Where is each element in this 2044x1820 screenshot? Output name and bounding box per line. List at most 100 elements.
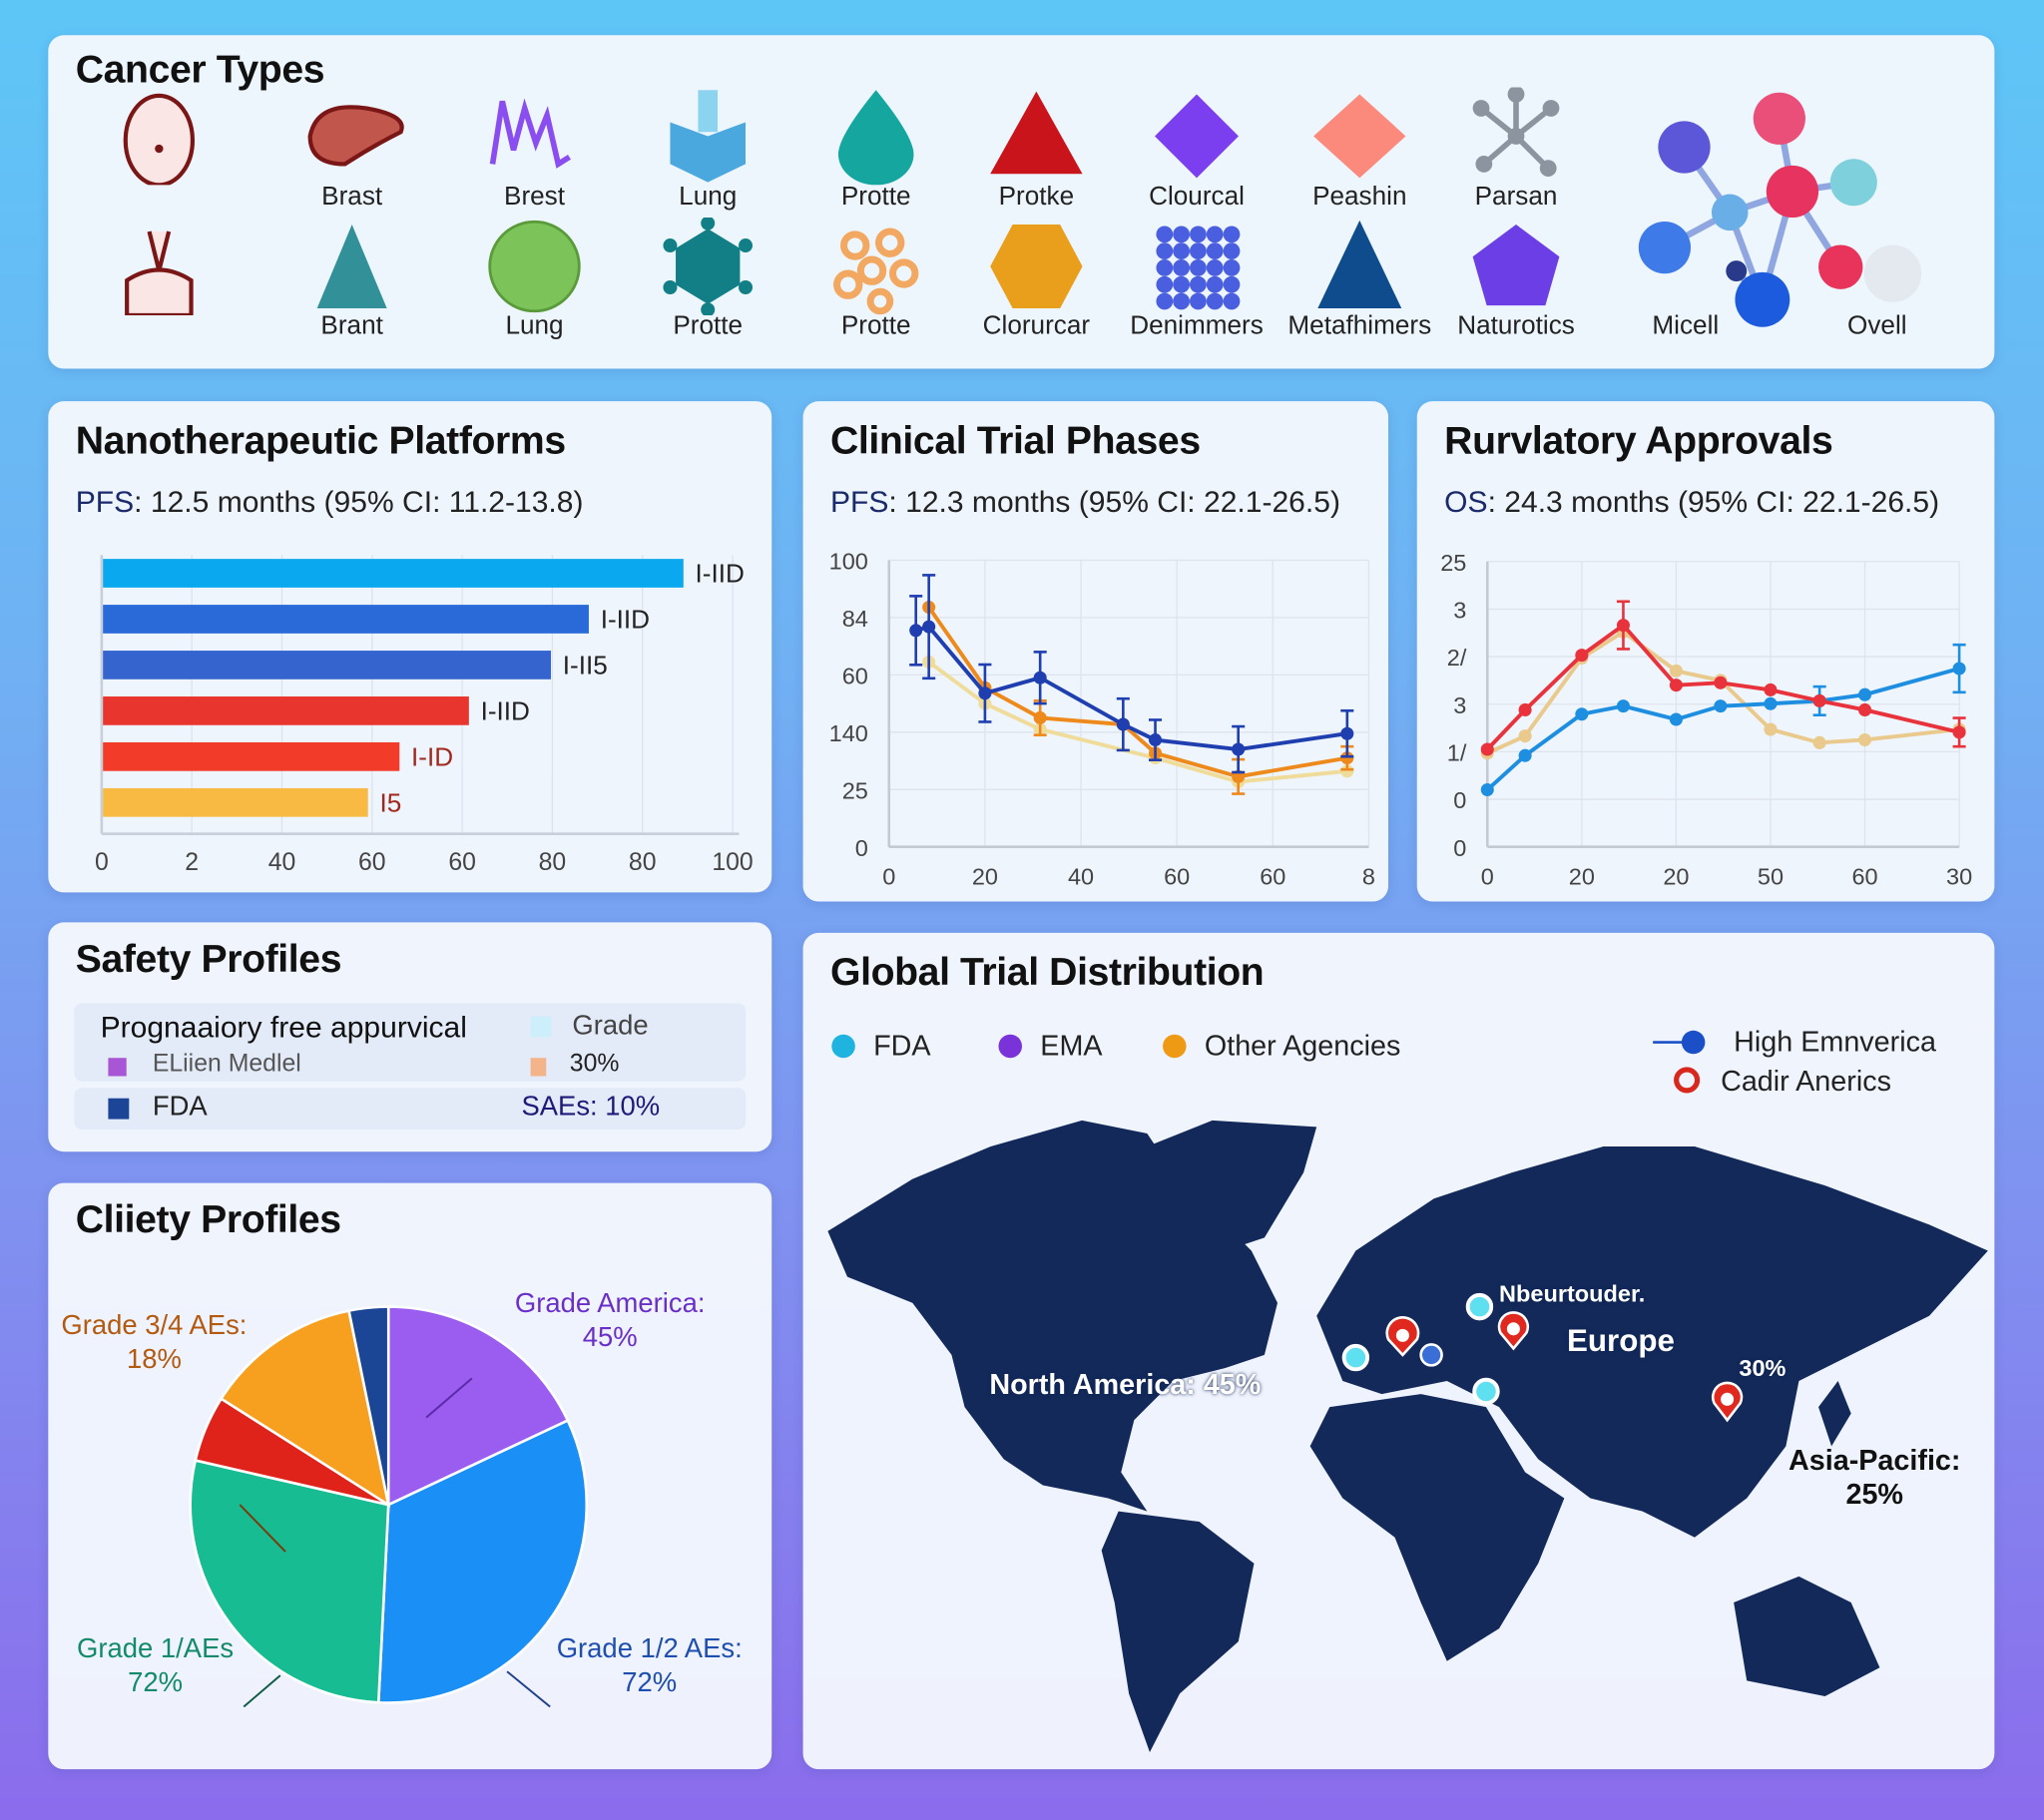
pie-leader-line: [239, 1504, 286, 1553]
x-tick-label: 0: [1481, 864, 1494, 890]
continent-australia: [1734, 1576, 1880, 1697]
series-line: [1485, 667, 1960, 791]
x-tick-label: 80: [539, 849, 567, 876]
data-point: [1812, 735, 1826, 749]
data-point: [1033, 671, 1047, 684]
pie-slice: [347, 1305, 390, 1506]
cancer-type-label: Protte: [840, 311, 911, 340]
regulatory-metric: OS: [1444, 484, 1488, 519]
world-map: [827, 1120, 1988, 1753]
data-point: [1033, 710, 1047, 724]
clinical-title: Clinical Trial Phases: [829, 419, 1201, 463]
clinical-metric: PFS: [829, 484, 889, 519]
data-point: [1669, 712, 1683, 726]
safety-profiles-panel: Safety Profiles Prognaaiory free appurvi…: [48, 922, 772, 1152]
map-markers: [1341, 1292, 1744, 1423]
data-point: [1232, 742, 1246, 756]
safety-row-3-left: FDA: [152, 1092, 208, 1123]
data-point: [1764, 696, 1778, 710]
data-point: [1952, 725, 1966, 739]
y-tick-label: 2/: [1447, 645, 1467, 671]
triangle-icon: [1310, 218, 1408, 321]
waveform-icon: [486, 87, 584, 191]
pie-label-value: 72%: [622, 1667, 678, 1698]
bar: [103, 605, 589, 634]
y-tick-label: 3: [1453, 692, 1466, 718]
bar: [103, 787, 368, 817]
bar: [103, 559, 684, 588]
ema-marker: [1419, 1343, 1443, 1367]
data-point: [1812, 693, 1826, 707]
regulatory-approvals-panel: Rurvlatory Approvals OS: 24.3 months (95…: [1416, 401, 1995, 902]
cancer-types-title: Cancer Types: [75, 48, 325, 92]
data-point: [1858, 732, 1872, 747]
diamond-icon: [1310, 87, 1408, 191]
regulatory-subtitle: OS: 24.3 months (95% CI: 22.1-26.5): [1444, 485, 1939, 520]
legend-other-agencies: Other Agencies: [1163, 1030, 1400, 1064]
molecule-label-ovell: Ovell: [1847, 311, 1907, 340]
data-point: [1858, 702, 1872, 716]
bar-label: I-IID: [481, 696, 530, 726]
data-point: [922, 620, 936, 634]
legend-line-marker-icon: [1653, 1041, 1688, 1044]
data-point: [1764, 722, 1778, 736]
map-label-line: Asia-Pacific:: [1788, 1443, 1961, 1477]
y-tick-label: 0: [1453, 787, 1466, 813]
bar: [103, 696, 469, 725]
continent-greenland: [1147, 1120, 1317, 1251]
cell-sphere-icon: [486, 218, 584, 321]
global-title: Global Trial Distribution: [829, 951, 1265, 995]
legend-label: FDA: [873, 1029, 931, 1063]
cancer-type-label: Protke: [998, 182, 1075, 212]
x-tick-label: 60: [448, 849, 476, 876]
cancer-type-label: Denimmers: [1130, 311, 1264, 340]
y-tick-label: 25: [1440, 550, 1466, 576]
pie-slice: [219, 1309, 391, 1508]
pie-leader-line: [506, 1670, 551, 1708]
fda-marker: [1465, 1292, 1494, 1321]
safety-row-2: FDA SAEs: 10%: [74, 1088, 747, 1131]
cancer-type-label: Brast: [321, 182, 383, 212]
legend-label: EMA: [1040, 1029, 1103, 1063]
pie-leader-line: [425, 1377, 473, 1419]
x-tick-label: 60: [358, 849, 386, 876]
data-point: [1518, 702, 1532, 716]
pie-slice: [189, 1459, 390, 1704]
head-outline-icon: [110, 87, 208, 191]
safety-swatch: [108, 1058, 127, 1077]
pie-label-grade-america: Grade America: 45%: [515, 1287, 706, 1355]
legend-ema: EMA: [998, 1029, 1103, 1064]
x-tick-label: 30: [1946, 864, 1972, 890]
x-tick-label: 20: [972, 864, 998, 890]
cancer-type-label: Brant: [320, 311, 383, 340]
pie-label-grade-1-2: Grade 1/2 AEs: 72%: [557, 1632, 743, 1700]
safety-row-1-right: Grade: [572, 1011, 649, 1042]
series-line: [915, 624, 1348, 752]
x-tick-label: 20: [1569, 864, 1595, 890]
map-label-europe: Europe: [1566, 1323, 1675, 1359]
x-tick-label: 0: [95, 849, 109, 876]
cancer-type-label: Lung: [505, 311, 564, 340]
nano-title: Nanotherapeutic Platforms: [75, 419, 566, 463]
cancer-type-label: Peashin: [1312, 182, 1407, 212]
nano-subtitle: PFS: 12.5 months (95% CI: 11.2-13.8): [76, 485, 584, 520]
pie-label-value: 18%: [126, 1344, 182, 1375]
y-tick-label: 1/: [1447, 740, 1467, 766]
data-point: [1518, 748, 1532, 762]
y-tick-label: 60: [842, 663, 868, 688]
torso-outline-icon: [110, 218, 208, 321]
cancer-type-label: Naturotics: [1457, 311, 1575, 340]
pie-label-line: Grade 3/4 AEs:: [61, 1310, 248, 1341]
continent-africa: [1309, 1394, 1565, 1661]
droplet-icon: [827, 87, 925, 191]
data-point: [1952, 662, 1966, 676]
triangle-icon: [987, 87, 1085, 191]
y-tick-label: 100: [829, 549, 868, 575]
pie-label-grade-3-4: Grade 3/4 AEs: 18%: [61, 1309, 247, 1377]
y-tick-label: 0: [1453, 835, 1466, 861]
diamond-icon: [1148, 87, 1246, 191]
x-tick-label: 60: [1164, 864, 1190, 890]
safety-swatch: [530, 1058, 547, 1077]
data-point: [1575, 649, 1589, 663]
pie-label-value: 45%: [582, 1322, 638, 1353]
